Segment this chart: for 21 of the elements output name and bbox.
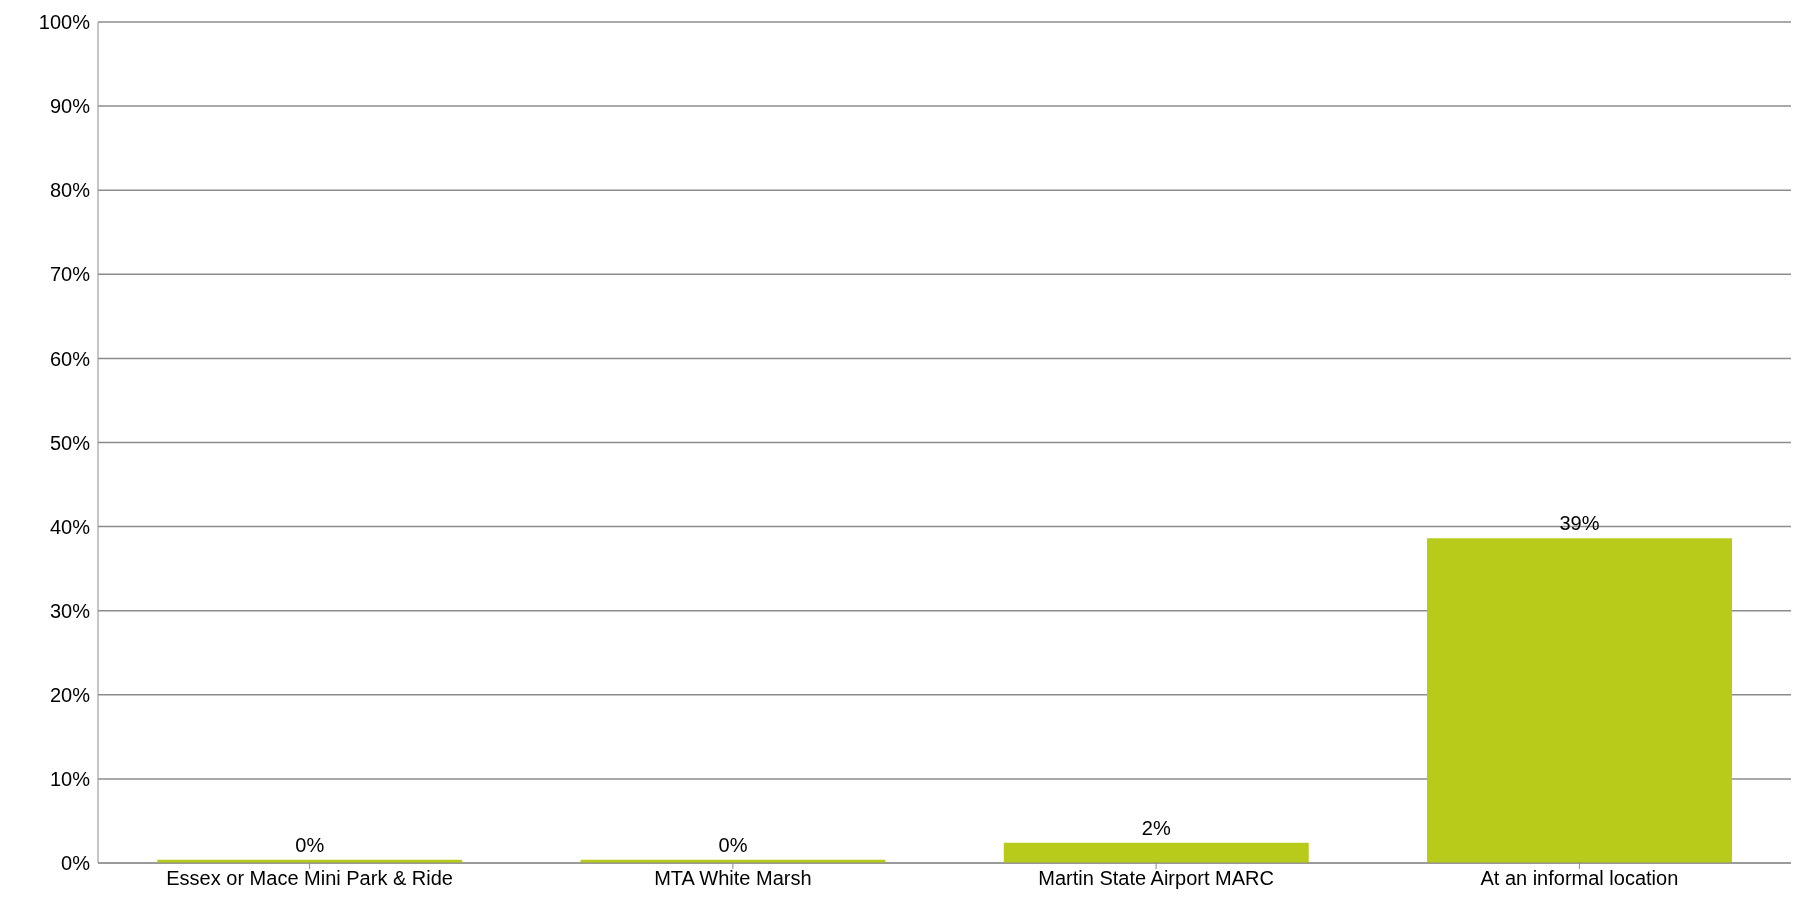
y-tick-label: 60% bbox=[49, 347, 91, 370]
data-label: 0% bbox=[718, 833, 748, 856]
x-tick-label: Essex or Mace Mini Park & Ride bbox=[166, 867, 454, 890]
bar bbox=[1003, 842, 1309, 863]
x-tick-label: At an informal location bbox=[1480, 867, 1679, 890]
y-tick-label: 100% bbox=[38, 11, 91, 34]
y-tick-label: 40% bbox=[49, 515, 91, 538]
x-tick-label: MTA White Marsh bbox=[654, 867, 812, 890]
bar bbox=[1427, 538, 1733, 863]
x-tick-label: Martin State Airport MARC bbox=[1038, 867, 1274, 890]
y-tick-label: 90% bbox=[49, 95, 91, 118]
y-tick-label: 10% bbox=[49, 768, 91, 790]
y-tick-label: 20% bbox=[49, 683, 91, 706]
y-tick-label: 80% bbox=[49, 179, 91, 202]
y-tick-label: 30% bbox=[49, 599, 91, 622]
y-tick-label: 0% bbox=[61, 852, 91, 875]
data-label: 39% bbox=[1559, 512, 1600, 535]
data-label: 2% bbox=[1141, 816, 1171, 839]
y-tick-label: 70% bbox=[49, 263, 91, 286]
data-label: 0% bbox=[295, 833, 325, 856]
y-tick-label: 50% bbox=[49, 431, 91, 454]
